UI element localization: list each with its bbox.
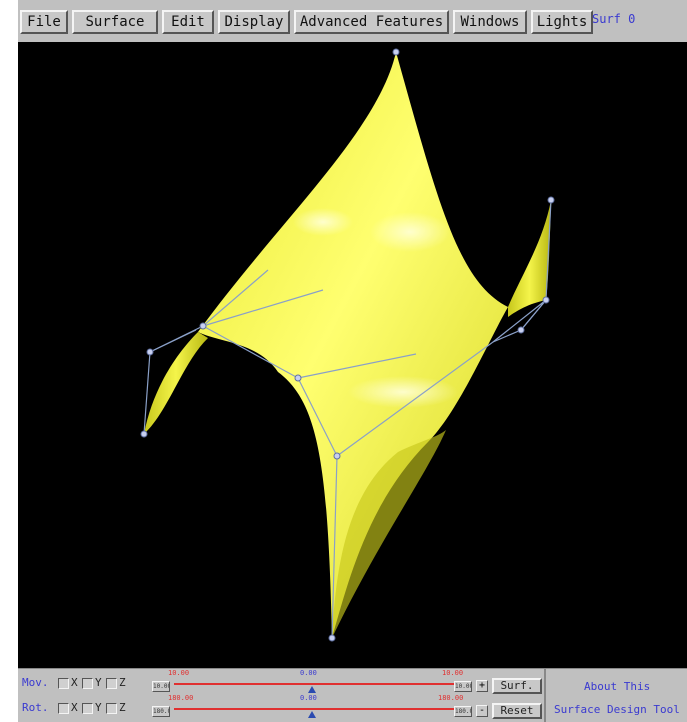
- move-slider-thumb[interactable]: [308, 686, 316, 693]
- rotate-row: Rot. X Y Z 180.00 180.00 0.00 180.00 180…: [18, 694, 543, 720]
- move-mid-value: 0.00: [300, 669, 317, 677]
- move-label: Mov.: [22, 676, 49, 689]
- rotate-min-value: 180.00: [168, 694, 194, 702]
- about-title[interactable]: About This: [584, 680, 651, 693]
- surface-main: [198, 52, 508, 638]
- rotate-z-checkbox[interactable]: [106, 703, 117, 714]
- highlight-upper: [293, 208, 353, 236]
- move-max-box[interactable]: 10.00: [454, 681, 472, 692]
- rotate-max-box[interactable]: 180.00: [454, 706, 472, 717]
- menu-surface[interactable]: Surface: [72, 10, 158, 34]
- about-panel[interactable]: About This Surface Design Tool: [544, 669, 687, 722]
- move-row: Mov. X Y Z 10.00 10.00 0.00 10.00 10.00 …: [18, 669, 543, 695]
- current-surface-label: Surf 0: [592, 12, 636, 26]
- rotate-label: Rot.: [22, 701, 49, 714]
- control-net: [143, 199, 552, 639]
- surface-render: [140, 48, 555, 642]
- about-subtitle: Surface Design Tool: [554, 703, 680, 716]
- move-z-checkbox[interactable]: [106, 678, 117, 689]
- move-y-label: Y: [95, 676, 102, 689]
- rotate-y-label: Y: [95, 701, 102, 714]
- highlight-lower: [348, 376, 458, 408]
- menu-lights[interactable]: Lights: [531, 10, 593, 34]
- 3d-viewport[interactable]: [18, 42, 687, 668]
- move-slider[interactable]: [174, 683, 456, 685]
- rotate-slider-thumb[interactable]: [308, 711, 316, 718]
- control-panel: Mov. X Y Z 10.00 10.00 0.00 10.00 10.00 …: [18, 668, 687, 722]
- rotate-max-value: 180.00: [438, 694, 464, 702]
- surface-right-flap: [508, 200, 551, 317]
- control-points[interactable]: [140, 48, 555, 642]
- surface-left-flap: [144, 332, 208, 434]
- surface-lower-fold: [332, 430, 446, 638]
- move-step-button[interactable]: +: [476, 680, 488, 692]
- menu-edit[interactable]: Edit: [162, 10, 214, 34]
- highlight-right: [370, 212, 450, 252]
- rotate-z-label: Z: [119, 701, 126, 714]
- rotate-x-label: X: [71, 701, 78, 714]
- menu-bar: File Surface Edit Display Advanced Featu…: [18, 0, 687, 42]
- rotate-y-checkbox[interactable]: [82, 703, 93, 714]
- menu-windows[interactable]: Windows: [453, 10, 527, 34]
- move-max-value: 10.00: [442, 669, 464, 677]
- menu-advanced-features[interactable]: Advanced Features: [294, 10, 449, 34]
- move-min-value: 10.00: [168, 669, 190, 677]
- move-x-checkbox[interactable]: [58, 678, 69, 689]
- rotate-step-button[interactable]: -: [476, 705, 488, 717]
- move-y-checkbox[interactable]: [82, 678, 93, 689]
- menu-file[interactable]: File: [20, 10, 68, 34]
- menu-display[interactable]: Display: [218, 10, 290, 34]
- move-x-label: X: [71, 676, 78, 689]
- rotate-min-box[interactable]: 180.00: [152, 706, 170, 717]
- app-window: File Surface Edit Display Advanced Featu…: [18, 0, 687, 722]
- rotate-mid-value: 0.00: [300, 694, 317, 702]
- reset-button[interactable]: Reset: [492, 703, 542, 719]
- move-z-label: Z: [119, 676, 126, 689]
- move-min-box[interactable]: 10.00: [152, 681, 170, 692]
- surf-button[interactable]: Surf.: [492, 678, 542, 694]
- rotate-x-checkbox[interactable]: [58, 703, 69, 714]
- rotate-slider[interactable]: [174, 708, 456, 710]
